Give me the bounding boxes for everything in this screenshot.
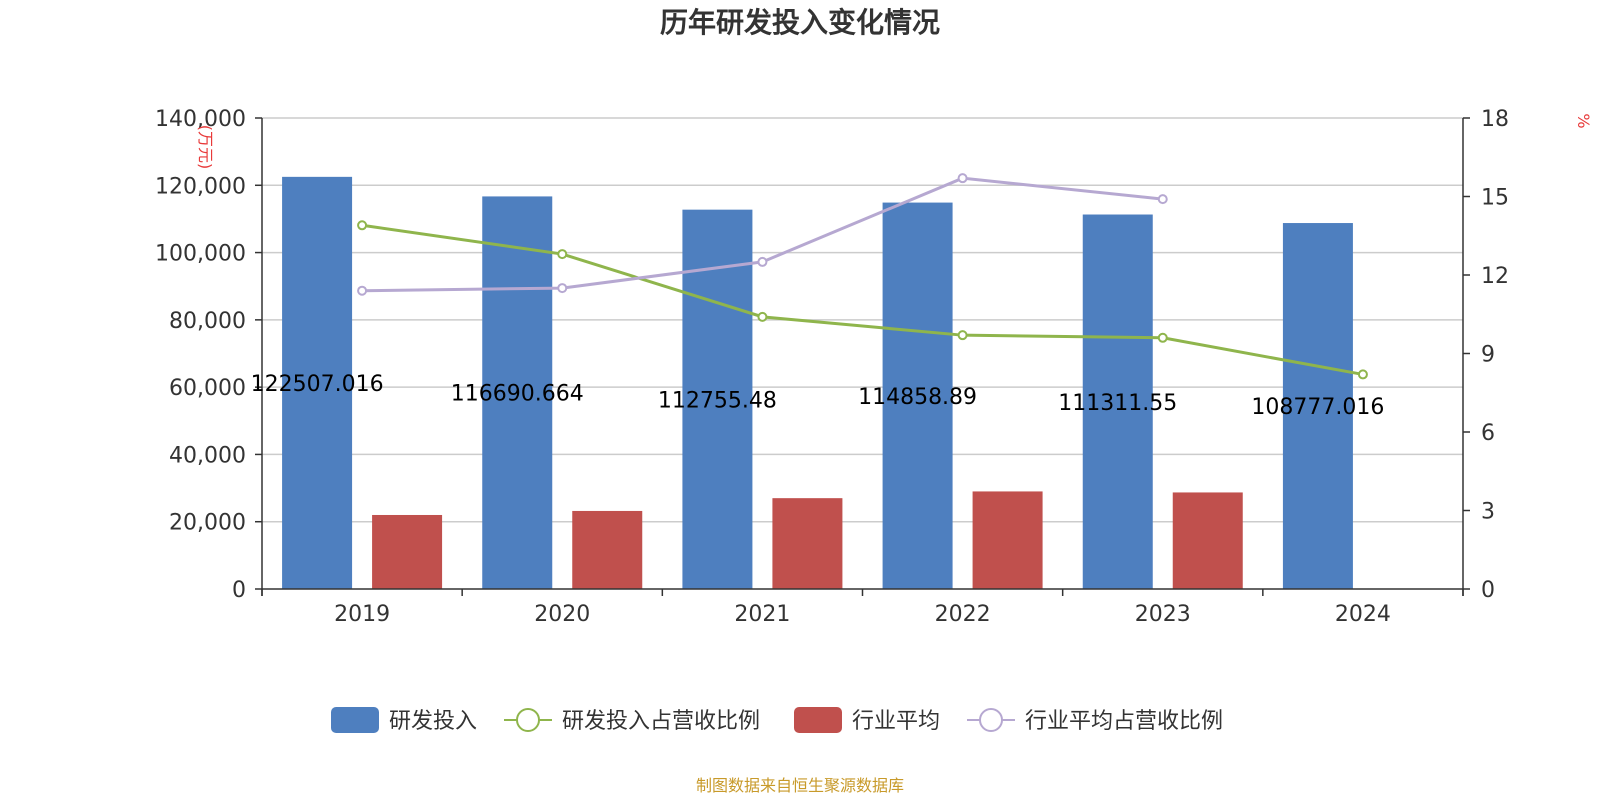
- left-axis-tick-label: 120,000: [155, 174, 246, 199]
- bar-industry-average: [772, 498, 843, 589]
- bar-data-label: 114858.89: [858, 385, 977, 410]
- industry-ratio-point: [557, 283, 568, 294]
- industry-ratio-line: [362, 176, 1163, 293]
- rd-ratio-point: [1357, 369, 1368, 380]
- bar-data-label: 116690.664: [451, 382, 584, 407]
- legend-swatch-bar: [794, 707, 842, 733]
- right-axis-tick-label: 3: [1481, 500, 1495, 525]
- bar-rd-investment: [1082, 214, 1153, 589]
- right-axis-tick-label: 9: [1481, 343, 1495, 368]
- left-axis-tick-label: 40,000: [169, 443, 246, 468]
- legend-label: 行业平均: [852, 709, 940, 734]
- bar-industry-average: [372, 514, 443, 589]
- left-axis-tick-label: 0: [232, 578, 246, 603]
- chart-title: 历年研发投入变化情况: [660, 6, 940, 39]
- legend-swatch-bar: [331, 707, 379, 733]
- right-axis-tick-label: 12: [1481, 264, 1509, 289]
- bar-data-label: 122507.016: [251, 372, 384, 397]
- bar-rd-investment: [882, 202, 953, 589]
- right-axis-tick-label: 15: [1481, 186, 1509, 211]
- right-axis-unit: %: [1574, 113, 1593, 128]
- x-axis-tick-label: 2021: [734, 602, 790, 627]
- left-axis-unit: (万元): [196, 125, 215, 170]
- industry-ratio-point: [957, 173, 968, 184]
- source-note: 制图数据来自恒生聚源数据库: [696, 776, 904, 795]
- rd-ratio-point: [557, 249, 568, 260]
- bar-rd-investment: [482, 196, 553, 590]
- legend-label: 研发投入: [389, 709, 477, 734]
- x-axis-tick-label: 2019: [334, 602, 390, 627]
- bar-industry-average: [972, 491, 1043, 589]
- left-axis-tick-label: 100,000: [155, 242, 246, 267]
- rd-ratio-point: [1157, 332, 1168, 343]
- bar-rd-investment: [1282, 223, 1353, 590]
- right-axis-tick-label: 18: [1481, 107, 1509, 132]
- right-axis-tick-label: 0: [1481, 578, 1495, 603]
- industry-ratio-point: [357, 285, 368, 296]
- legend: 研发投入 研发投入占营收比例 行业平均 行业平均占营收比例: [331, 707, 1223, 734]
- legend-swatch-marker: [979, 708, 1003, 732]
- bar-data-label: 108777.016: [1251, 395, 1384, 420]
- left-axis-tick-label: 20,000: [169, 511, 246, 536]
- x-axis-tick-label: 2023: [1135, 602, 1191, 627]
- data-labels-layer: 122507.016 116690.664 112755.48 114858.89 11…: [251, 372, 1385, 420]
- industry-ratio-point: [1157, 194, 1168, 205]
- rd-ratio-point: [757, 311, 768, 322]
- bar-data-label: 111311.55: [1058, 391, 1177, 416]
- right-axis-tick-label: 6: [1481, 421, 1495, 446]
- bar-data-label: 112755.48: [658, 388, 777, 413]
- bar-rd-investment: [682, 209, 753, 589]
- legend-swatch-marker: [516, 708, 540, 732]
- bars-layer: [282, 176, 1353, 590]
- grid-lines: [262, 117, 1463, 523]
- left-axis-tick-label: 140,000: [155, 107, 246, 132]
- legend-label: 行业平均占营收比例: [1025, 709, 1223, 734]
- bar-rd-investment: [282, 176, 353, 590]
- bar-industry-average: [1172, 492, 1243, 589]
- legend-label: 研发投入占营收比例: [562, 709, 760, 734]
- lines-layer: [357, 173, 1368, 380]
- left-axis-tick-label: 60,000: [169, 376, 246, 401]
- x-axis-tick-label: 2022: [935, 602, 991, 627]
- rd-ratio-line: [361, 223, 1364, 376]
- rd-ratio-point: [357, 220, 368, 231]
- axes-layer: 0 20,000 40,000 60,000 80,000 100,000 120,000 1…: [155, 107, 1509, 627]
- rd-ratio-point: [957, 330, 968, 341]
- industry-ratio-point: [757, 256, 768, 267]
- left-axis-tick-label: 80,000: [169, 309, 246, 334]
- bar-industry-average: [572, 510, 643, 589]
- x-axis-tick-label: 2024: [1335, 602, 1391, 627]
- x-axis-tick-label: 2020: [534, 602, 590, 627]
